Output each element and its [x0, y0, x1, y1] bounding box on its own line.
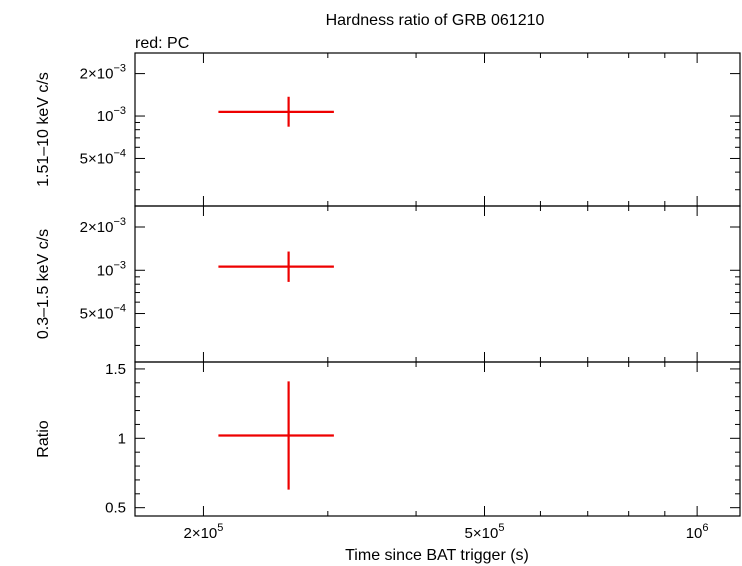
y-tick-label: 1.5: [105, 361, 126, 378]
count-rate-soft-panel: 0.3–1.5 keV c/s 2×10−3 10−3 5×10−4: [35, 205, 741, 363]
y-tick-label: 1: [118, 430, 126, 447]
x-tick-label: 106: [686, 522, 709, 542]
y-tick-label: 5×10−4: [80, 303, 126, 323]
y-axis-label: 0.3–1.5 keV c/s: [35, 229, 52, 339]
series-note: red: PC: [135, 35, 189, 52]
y-tick-label: 2×10−3: [80, 216, 126, 236]
panel-frame: [134, 52, 741, 207]
y-tick-label: 0.5: [105, 500, 126, 517]
y-tick-label: 2×10−3: [80, 63, 126, 83]
y-tick-label: 10−3: [97, 259, 126, 279]
data-point: [218, 381, 334, 490]
x-tick-label: 2×105: [183, 522, 223, 542]
data-point: [218, 251, 334, 282]
panel-frame: [134, 361, 741, 517]
x-tick-label: 5×105: [465, 522, 505, 542]
data-point: [218, 96, 334, 127]
hardness-ratio-panel: Ratio 1.5 1 0.5: [35, 361, 741, 517]
y-tick-label: 10−3: [97, 105, 126, 125]
x-axis-tick-labels: 2×105 5×105 106: [183, 522, 708, 542]
panel-frame: [134, 205, 741, 363]
y-tick-label: 5×10−4: [80, 147, 126, 167]
y-axis-label: 1.51–10 keV c/s: [35, 72, 52, 187]
x-axis-label: Time since BAT trigger (s): [345, 547, 529, 564]
count-rate-hard-panel: 1.51–10 keV c/s 2×10−3 10−3 5×10−4: [35, 52, 741, 207]
y-axis-label: Ratio: [35, 420, 52, 457]
chart-title: Hardness ratio of GRB 061210: [326, 12, 545, 29]
